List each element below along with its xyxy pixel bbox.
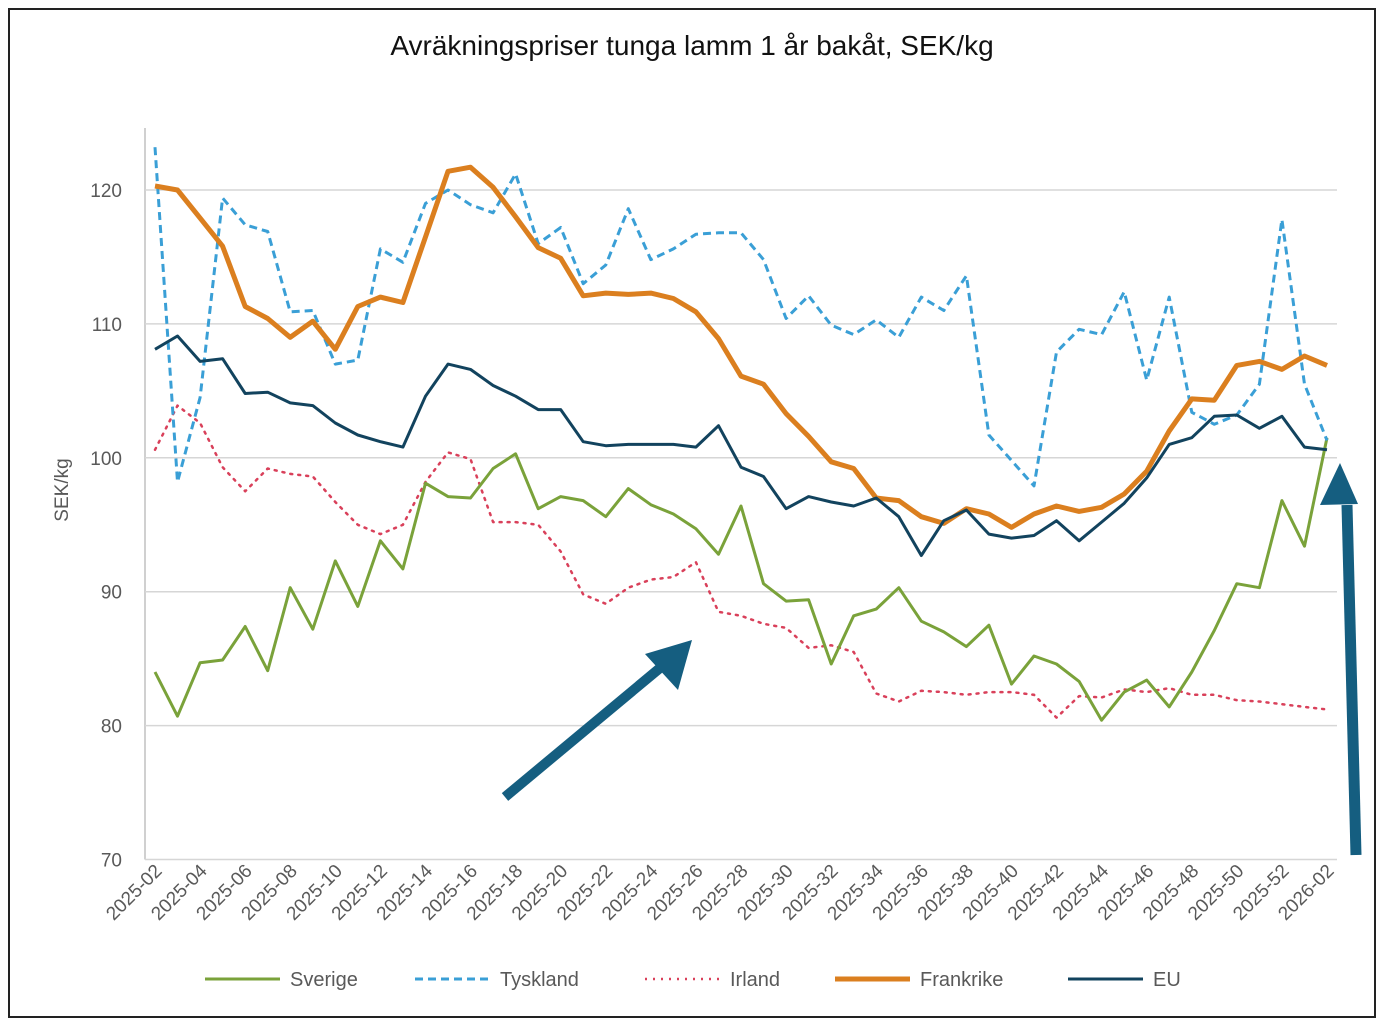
chart-frame [8, 8, 1376, 1018]
legend-label: Irland [730, 969, 780, 991]
y-axis-label: SEK/kg [52, 458, 73, 521]
y-tick-label: 80 [101, 717, 122, 738]
series-line-frankrike [154, 164, 1328, 530]
annotation-arrow-head [645, 640, 692, 690]
series-line-tyskland [153, 147, 1329, 488]
legend-label: EU [1153, 969, 1181, 991]
annotation-arrow-head [1320, 463, 1358, 505]
annotation-arrow-shaft [1341, 504, 1362, 856]
series-line-sverige [153, 437, 1329, 722]
series-line-irland [153, 404, 1329, 719]
y-tick-label: 120 [90, 181, 122, 202]
y-tick-label: 70 [101, 851, 122, 872]
y-tick-label: 110 [92, 315, 122, 336]
y-tick-label: 90 [101, 583, 122, 604]
legend-label: Sverige [290, 969, 358, 991]
legend-label: Tyskland [500, 969, 579, 991]
y-tick-label: 100 [90, 449, 122, 470]
chart-title: Avräkningspriser tunga lamm 1 år bakåt, … [390, 30, 993, 61]
annotation-arrow-shaft [501, 664, 664, 801]
legend-label: Frankrike [920, 969, 1003, 991]
series-line-eu [154, 334, 1328, 557]
